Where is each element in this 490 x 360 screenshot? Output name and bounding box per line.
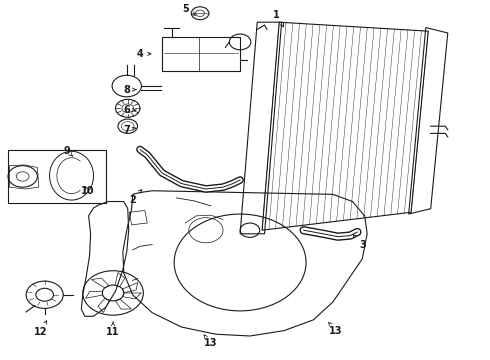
Text: 13: 13 <box>204 335 218 348</box>
Text: 8: 8 <box>123 85 136 95</box>
Text: 7: 7 <box>123 125 136 135</box>
Bar <box>8 149 106 203</box>
Text: 11: 11 <box>106 322 120 337</box>
Text: 13: 13 <box>329 322 342 336</box>
Text: 3: 3 <box>353 234 366 249</box>
Text: 12: 12 <box>34 321 48 337</box>
Bar <box>162 37 240 71</box>
Text: 4: 4 <box>137 49 151 59</box>
Text: 10: 10 <box>81 186 95 196</box>
Text: 2: 2 <box>129 190 142 205</box>
Text: 1: 1 <box>273 10 284 27</box>
Text: 9: 9 <box>63 145 73 157</box>
Text: 5: 5 <box>182 4 196 15</box>
Text: 6: 6 <box>123 105 136 115</box>
